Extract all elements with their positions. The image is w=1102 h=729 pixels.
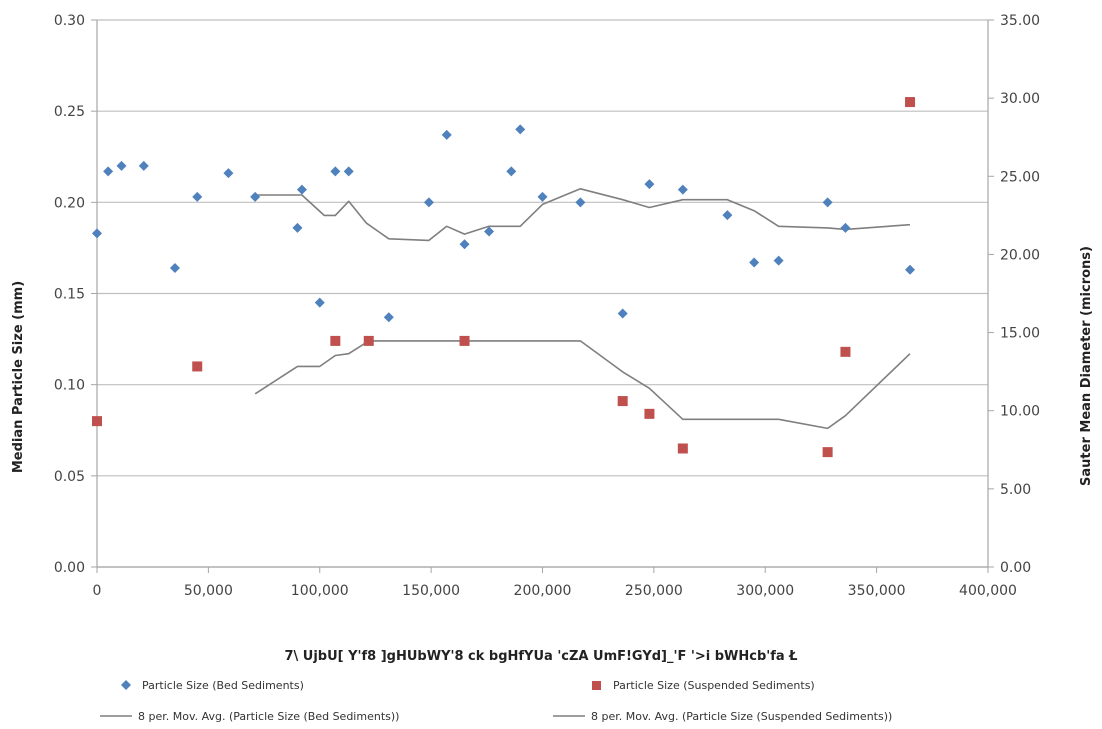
bed-sediment-point [840,222,851,233]
bed-sediment-point [192,191,203,202]
x-tick-label: 0 [93,583,102,599]
bed-sediment-point [314,297,325,308]
y-tick-label: 0.10 [54,378,85,394]
y-tick-label: 0.20 [54,195,85,211]
moving-average-line-2 [255,188,911,242]
x-tick-label: 200,000 [514,583,572,599]
x-axis-ticks: 0 50,000 100,000 150,000 200,000 250,000 300,0… [93,567,1017,599]
bed-sediment-point [292,222,303,233]
legend-label: 8 per. Mov. Avg. (Particle Size (Suspend… [591,710,892,723]
y-tick-label: 0.00 [54,560,85,576]
legend-label: Particle Size (Suspended Sediments) [613,679,815,692]
y-tick-label: 0.15 [54,287,85,303]
bed-sediment-point [441,129,452,140]
bed-sediment-point [459,239,470,250]
scatter-points [92,97,916,458]
legend: Particle Size (Bed Sediments) Particle S… [100,679,892,723]
y-tick-label: 0.05 [54,469,85,485]
bed-sediment-point [116,160,127,171]
bed-sediment-point [92,228,102,239]
y2-axis-title: Sauter Mean Diameter (microns) [1079,246,1094,486]
y2-tick-label: 20.00 [1000,247,1040,263]
left-axis-ticks: 0.00 0.05 0.10 0.15 0.20 0.25 0.30 [54,13,97,576]
suspended-sediment-point [677,443,688,454]
suspended-sediment-point [617,396,628,407]
bed-sediment-point [515,124,526,135]
bed-sediment-point [169,262,180,273]
y2-tick-label: 35.00 [1000,13,1040,29]
y2-tick-label: 15.00 [1000,326,1040,342]
legend-item-bed-moving-average: 8 per. Mov. Avg. (Particle Size (Bed Sed… [100,710,399,723]
bed-sediment-point [484,226,495,237]
y2-tick-label: 10.00 [1000,404,1040,420]
bed-sediment-point [575,197,586,208]
bed-sediment-point [773,255,784,266]
x-tick-label: 100,000 [291,583,349,599]
y2-tick-label: 30.00 [1000,91,1040,107]
y2-tick-label: 25.00 [1000,169,1040,185]
suspended-sediment-point [363,335,374,346]
bed-sediment-point [103,166,114,177]
bed-sediment-point [617,308,628,319]
bed-sediment-point [383,312,394,323]
bed-sediment-point [250,191,261,202]
x-tick-label: 150,000 [402,583,460,599]
suspended-sediment-point [840,346,851,357]
bed-sediment-point [423,197,434,208]
bed-sediment-point [223,168,234,179]
bed-sediment-point [343,166,354,177]
y2-tick-label: 0.00 [1000,560,1031,576]
suspended-sediment-point [822,447,833,458]
bed-sediment-point [822,197,833,208]
y-tick-label: 0.25 [54,104,85,120]
moving-average-line-3 [254,340,911,430]
bed-sediment-point [677,184,688,195]
x-tick-label: 400,000 [959,583,1017,599]
bed-sediment-point [644,179,655,190]
legend-item-suspended-moving-average: 8 per. Mov. Avg. (Particle Size (Suspend… [553,710,892,723]
x-tick-label: 350,000 [848,583,906,599]
legend-marker-diamond [121,680,131,690]
legend-marker-square [592,681,601,690]
y-tick-label: 0.30 [54,13,85,29]
bed-sediment-point [296,184,307,195]
bed-sediment-point [506,166,517,177]
suspended-sediment-point [92,416,102,427]
legend-label: 8 per. Mov. Avg. (Particle Size (Bed Sed… [138,710,399,723]
right-axis-ticks: 0.00 5.00 10.00 15.00 20.00 25.00 30.00 35.00 [988,13,1040,576]
legend-item-suspended-sediments: Particle Size (Suspended Sediments) [592,679,815,692]
bed-sediment-point [749,257,760,268]
y2-tick-label: 5.00 [1000,482,1031,498]
x-tick-label: 300,000 [736,583,794,599]
suspended-sediment-point [459,335,470,346]
x-tick-label: 250,000 [625,583,683,599]
x-tick-label: 50,000 [184,583,233,599]
bed-sediment-point [138,160,149,171]
suspended-sediment-point [905,97,916,108]
legend-label: Particle Size (Bed Sediments) [142,679,304,692]
moving-average-lines [254,188,911,430]
bed-sediment-point [905,264,916,275]
bed-sediment-point [722,210,733,221]
gridlines [97,19,988,568]
legend-item-bed-sediments: Particle Size (Bed Sediments) [121,679,304,692]
bed-sediment-point [537,191,548,202]
suspended-sediment-point [644,408,655,419]
suspended-sediment-point [192,361,203,372]
suspended-sediment-point [330,335,341,346]
bed-sediment-point [330,166,341,177]
y-axis-title: Median Particle Size (mm) [11,281,26,473]
x-axis-title: 7\ UjbU[ Y'f8 ]gHUbWY'8 ck bgHfYUa 'cZA … [284,649,797,664]
